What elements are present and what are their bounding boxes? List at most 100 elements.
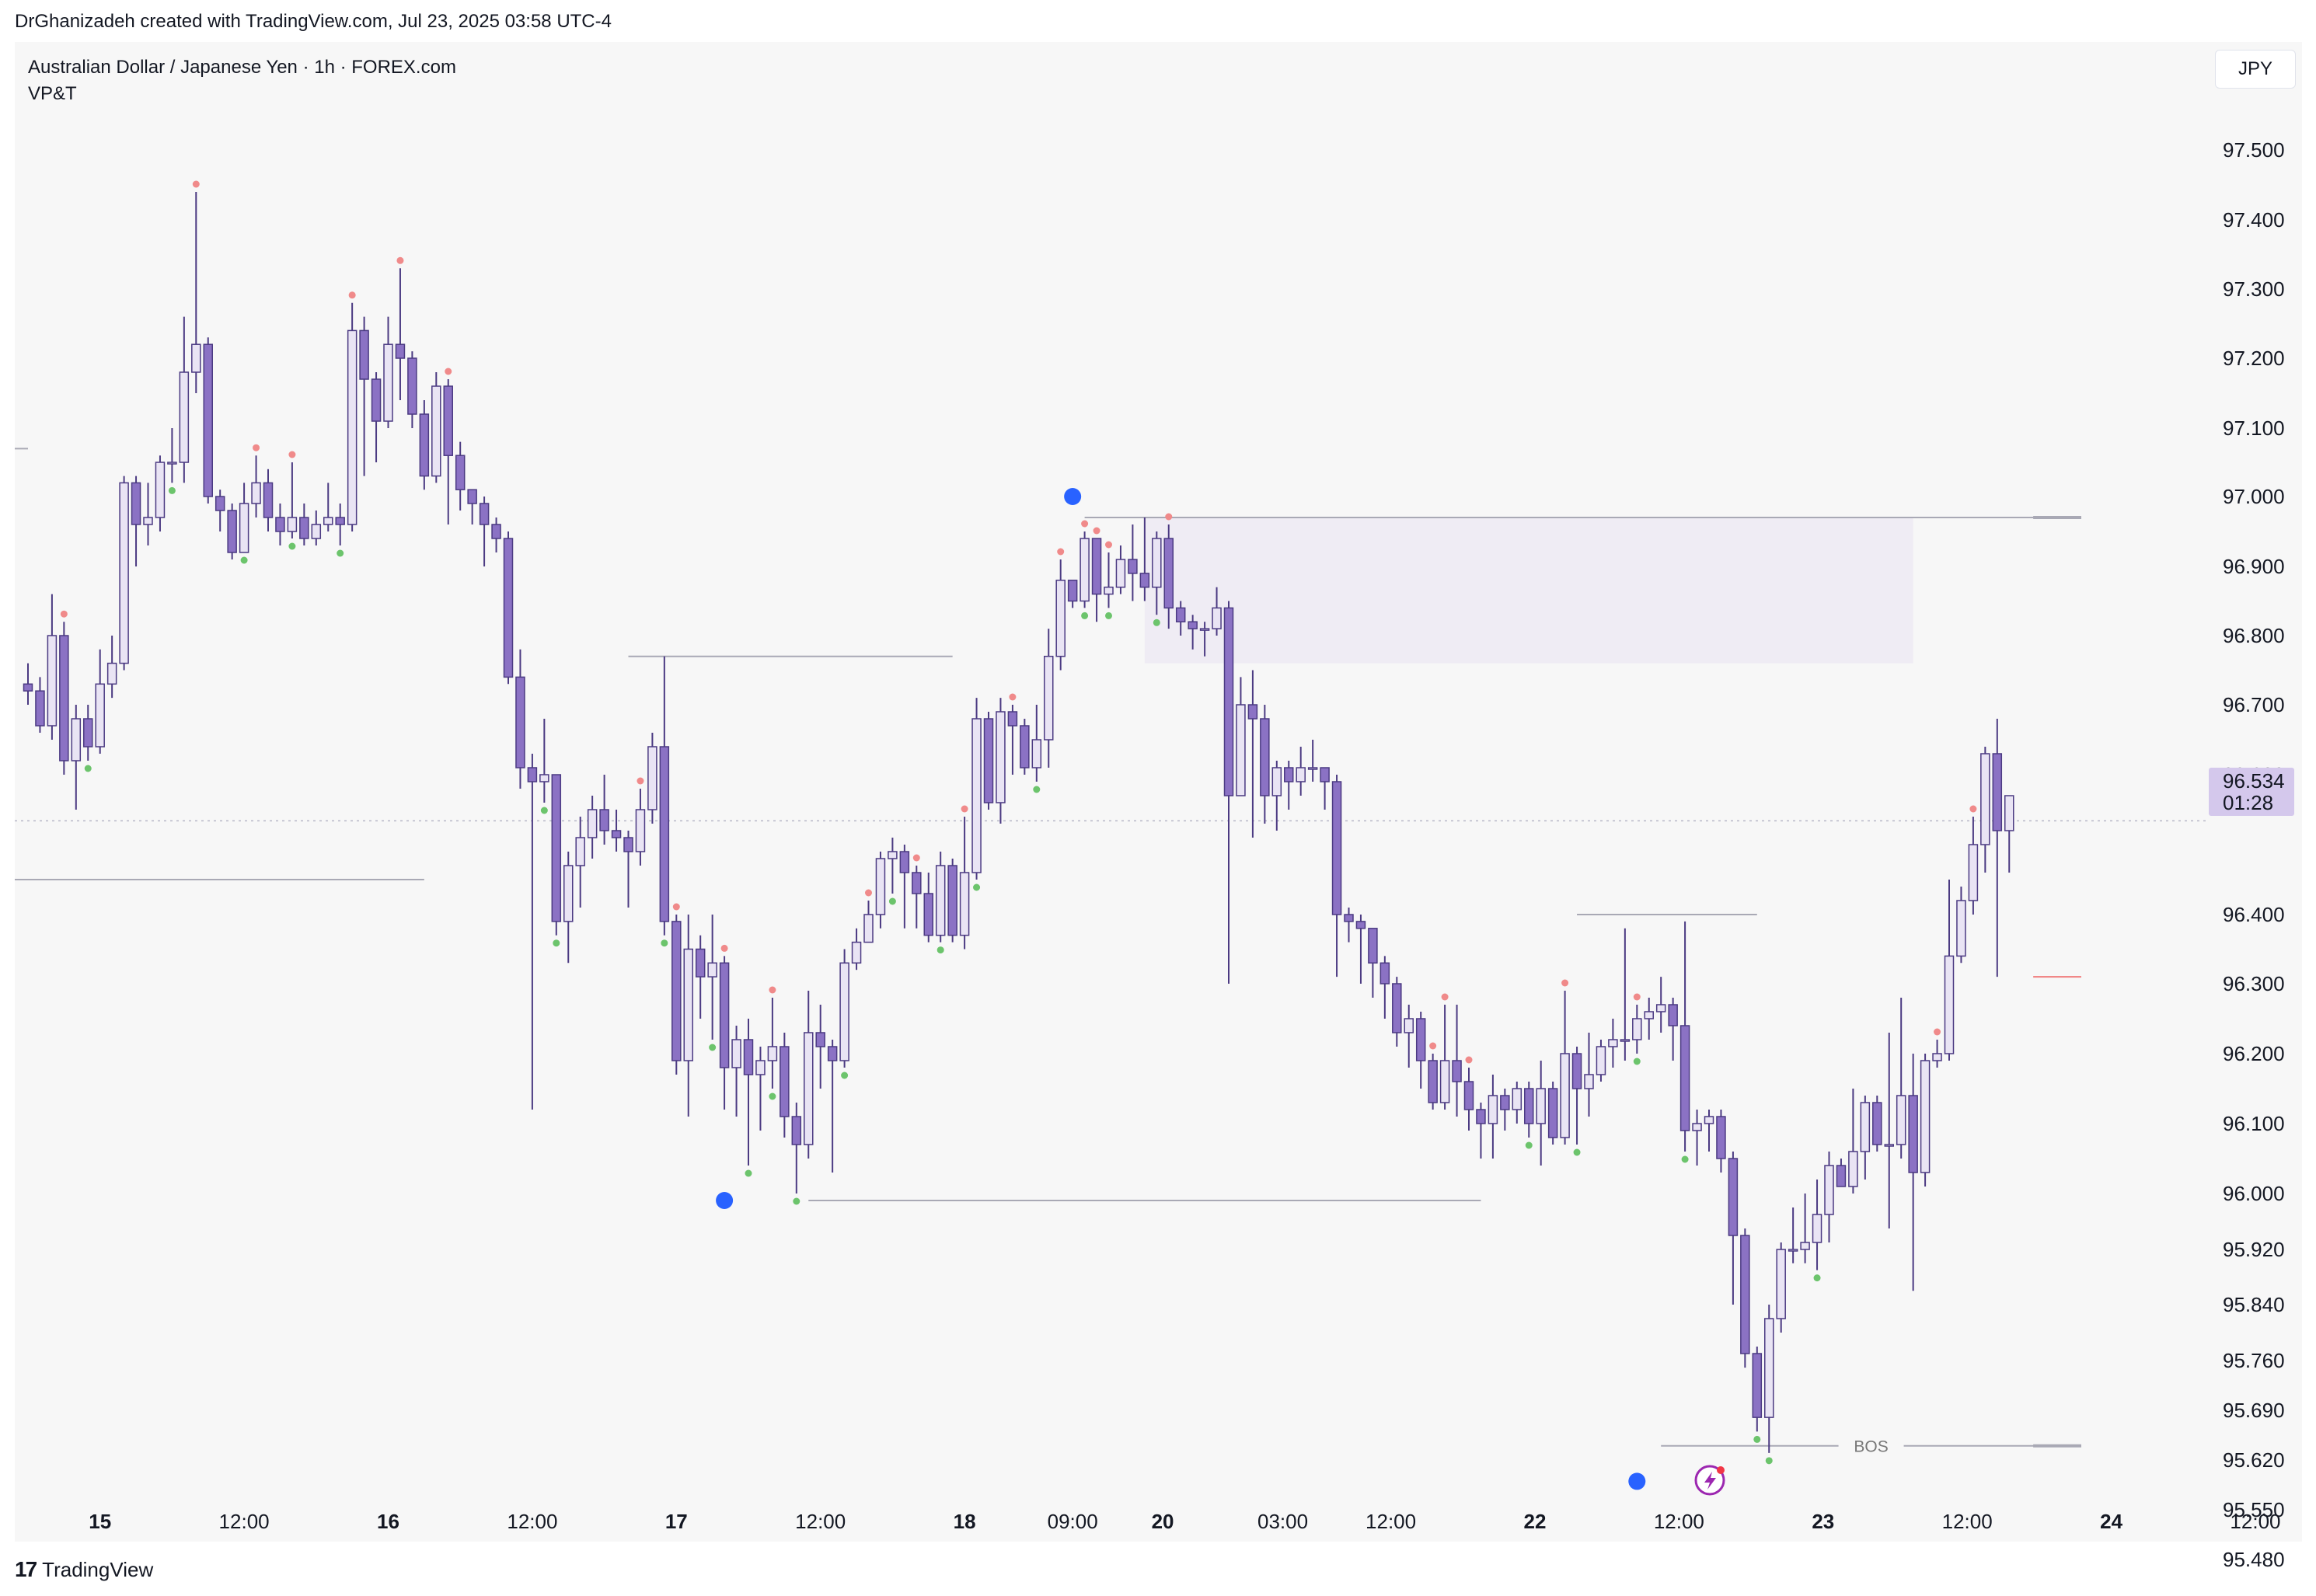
candle	[407, 351, 417, 428]
candle-body	[59, 635, 69, 761]
candle	[875, 852, 886, 929]
plot-area[interactable]	[15, 42, 2302, 1542]
candle	[551, 774, 562, 936]
candle-body	[755, 1060, 766, 1075]
candle-body	[155, 462, 166, 518]
candle-body	[1524, 1088, 1534, 1124]
candle	[1560, 991, 1570, 1145]
candle	[1355, 915, 1366, 984]
candle-body	[959, 872, 970, 936]
candle	[611, 810, 622, 852]
candle	[1908, 1054, 1918, 1291]
pivot-high-marker	[865, 889, 872, 897]
candle-body	[227, 510, 237, 553]
candle	[1920, 1054, 1931, 1187]
candle	[1152, 531, 1162, 615]
candle	[1055, 559, 1066, 671]
candle-body	[1007, 711, 1018, 727]
candle-body	[1115, 559, 1126, 588]
candle-body	[767, 1046, 778, 1061]
candle-body	[455, 455, 466, 490]
candle	[1584, 1033, 1594, 1117]
pivot-low-marker	[1033, 786, 1041, 793]
candle	[467, 489, 477, 524]
candle-body	[527, 767, 538, 782]
candle-body	[1728, 1158, 1739, 1236]
currency-button[interactable]: JPY	[2215, 50, 2296, 89]
y-axis-tick-label: 97.400	[2223, 208, 2285, 232]
pivot-low-marker	[1105, 612, 1112, 619]
candle	[851, 928, 862, 970]
candle-body	[623, 837, 633, 852]
x-axis-tick-label: 24	[2100, 1510, 2122, 1533]
candle	[371, 372, 382, 462]
candle-body	[299, 517, 309, 539]
alert-icon[interactable]	[1694, 1465, 1725, 1496]
symbol-title[interactable]: Australian Dollar / Japanese Yen · 1h · …	[28, 57, 456, 78]
supply-zone[interactable]	[1144, 517, 1913, 664]
pivot-low-marker	[337, 549, 344, 557]
x-axis-tick-label: 12:00	[795, 1510, 846, 1533]
candle	[287, 462, 298, 538]
candle-body	[1104, 586, 1114, 595]
candle	[1020, 719, 1030, 775]
candle-body	[888, 851, 898, 859]
candle	[1031, 705, 1042, 782]
candle	[1199, 622, 1210, 657]
candle	[959, 817, 970, 950]
candle	[323, 483, 333, 531]
candle-body	[996, 711, 1006, 803]
pivot-low-marker	[841, 1072, 849, 1079]
candle	[1368, 928, 1378, 998]
candle-body	[695, 948, 706, 977]
candle-body	[1596, 1046, 1606, 1075]
candle-body	[275, 517, 285, 532]
x-axis-tick-label: 15	[89, 1510, 111, 1533]
candle	[731, 1026, 741, 1117]
candle-body	[1584, 1074, 1594, 1089]
candle	[1788, 1207, 1798, 1263]
candle	[1679, 921, 1690, 1152]
indicator-name[interactable]: VP&T	[28, 83, 77, 104]
pivot-high-marker	[961, 805, 968, 813]
candle-body	[1752, 1353, 1763, 1418]
candle	[311, 511, 322, 545]
tradingview-logo[interactable]: 17 TradingView	[15, 1557, 153, 1582]
candle	[996, 698, 1006, 824]
candle	[635, 789, 646, 866]
candle	[179, 316, 190, 483]
candle	[1992, 719, 2003, 977]
pivot-high-marker	[288, 451, 296, 458]
y-axis-tick-label: 95.480	[2223, 1548, 2285, 1571]
candle-body	[1415, 1018, 1426, 1061]
candle	[1392, 977, 1402, 1047]
candle	[491, 517, 501, 552]
candle	[707, 915, 717, 1040]
candle	[719, 956, 730, 1110]
bar-countdown: 01:28	[2223, 791, 2273, 814]
candle	[1800, 1194, 1810, 1263]
chart-legend[interactable]: Australian Dollar / Japanese Yen · 1h · …	[28, 54, 456, 107]
candle-body	[431, 385, 441, 477]
pivot-high-marker	[637, 777, 644, 785]
candle-body	[1608, 1039, 1618, 1047]
candle	[1307, 740, 1318, 782]
candle	[683, 915, 693, 1117]
candle	[479, 497, 490, 566]
pivot-low-marker	[1153, 619, 1160, 626]
candle	[1067, 580, 1078, 608]
pivot-low-marker	[168, 486, 176, 494]
candle-body	[1860, 1102, 1871, 1152]
pivot-high-marker	[60, 610, 68, 618]
pivot-low-marker	[1765, 1457, 1773, 1465]
candle	[1296, 747, 1306, 796]
candle-body	[659, 746, 670, 922]
candle-body	[1020, 725, 1030, 768]
candle	[1860, 1096, 1871, 1180]
candle-body	[203, 343, 213, 497]
swing-point-dot	[1064, 488, 1082, 505]
candle	[215, 490, 225, 531]
pivot-low-marker	[553, 939, 560, 947]
candle	[1104, 552, 1114, 608]
